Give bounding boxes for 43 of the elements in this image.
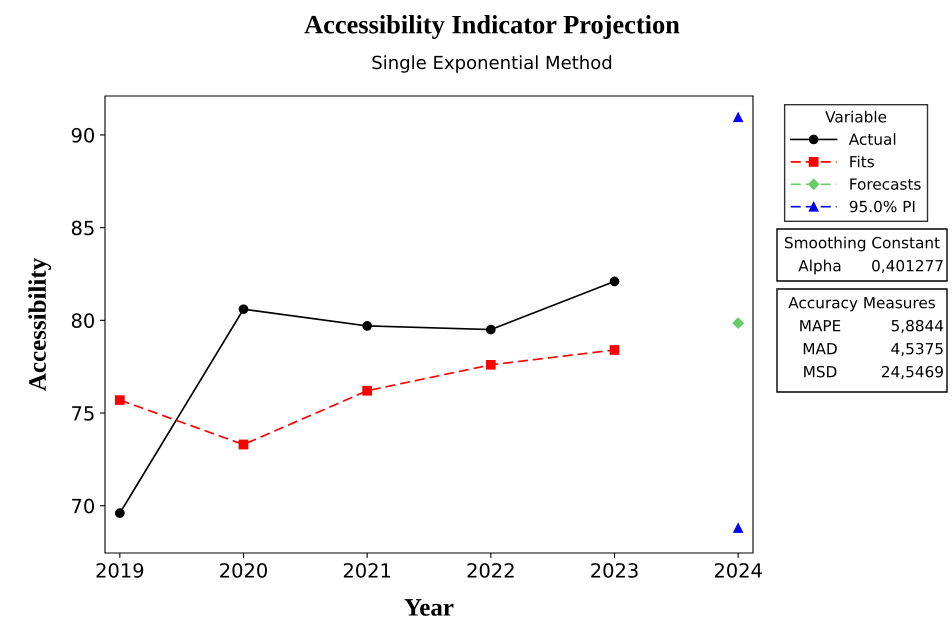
x-tick-label: 2019 [96, 563, 144, 578]
point [362, 386, 372, 396]
point [114, 395, 125, 405]
point [238, 304, 248, 314]
y-tick-label: 80 [72, 313, 94, 328]
y-tick-label: 75 [72, 406, 94, 421]
text: 24,5469 [882, 366, 943, 379]
point [610, 276, 620, 286]
y-tick-label: 85 [72, 220, 94, 236]
point [114, 508, 125, 518]
text: MSD [804, 366, 836, 378]
point [610, 345, 620, 355]
text: 5,8844 [892, 320, 944, 333]
point [486, 360, 496, 370]
legend-label: Forecasts [850, 178, 921, 190]
legend-label: Actual [848, 133, 896, 145]
text: 0,401277 [872, 260, 943, 273]
x-tick-label: 2024 [714, 563, 762, 578]
x-tick-label: 2021 [344, 563, 390, 578]
legend-label: Fits [850, 156, 874, 168]
point [732, 318, 744, 329]
text: MAPE [800, 320, 840, 332]
chart-title: Accessibility Indicator Projection [304, 14, 680, 40]
point [733, 112, 744, 122]
x-tick-label: 2023 [591, 563, 638, 578]
text: MAD [804, 343, 837, 354]
point [238, 440, 248, 450]
text: Smoothing Constant [784, 236, 940, 252]
point [733, 523, 744, 533]
y-tick-label: 90 [72, 128, 94, 143]
text: Alpha [798, 260, 840, 274]
text: Accuracy Measures [788, 297, 935, 312]
x-axis-title: Year [404, 599, 454, 616]
point [362, 321, 372, 331]
y-tick-label: 70 [72, 498, 94, 514]
text: 4,5375 [891, 342, 943, 356]
chart-subtitle: Single Exponential Method [372, 55, 612, 73]
legend-label: 95.0% PI [850, 200, 914, 212]
point [486, 324, 496, 334]
x-tick-label: 2020 [220, 563, 267, 578]
x-tick-label: 2022 [468, 563, 514, 578]
legend-title: Variable [825, 110, 886, 123]
y-axis-title: Accessibility [28, 258, 52, 391]
